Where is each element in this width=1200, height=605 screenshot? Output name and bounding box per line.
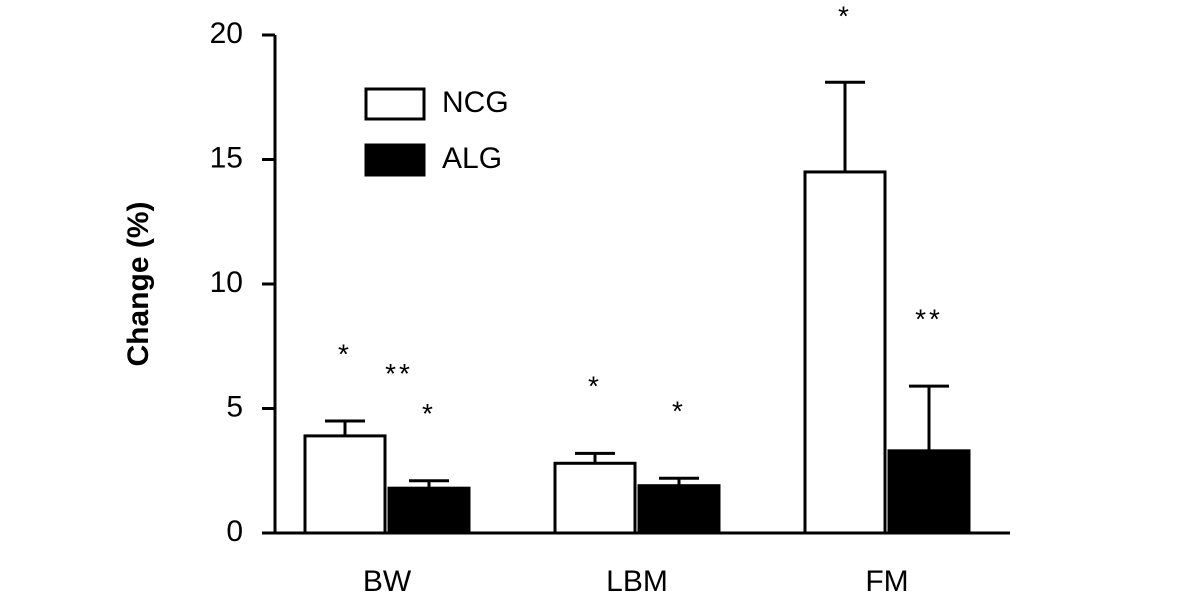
legend-label: NCG (442, 86, 509, 119)
x-tick-label: FM (865, 565, 908, 598)
significance-label: * (838, 0, 852, 31)
x-tick-label: BW (363, 565, 412, 598)
significance-label: * (588, 371, 602, 402)
y-tick-label: 0 (226, 515, 243, 548)
y-tick-label: 20 (210, 17, 243, 50)
bar (887, 449, 971, 535)
y-tick-label: 5 (226, 390, 243, 423)
bar (303, 434, 387, 535)
significance-label: * (422, 398, 436, 429)
bar (387, 486, 471, 535)
legend-swatch (364, 87, 426, 121)
bar (803, 170, 887, 535)
significance-label: * (672, 396, 686, 427)
significance-label: * (338, 338, 352, 369)
legend-label: ALG (442, 142, 502, 175)
y-axis-label: Change (%) (122, 202, 155, 367)
legend-swatch (364, 143, 426, 177)
y-tick-label: 15 (210, 141, 243, 174)
bar (637, 484, 721, 535)
x-tick-label: LBM (606, 565, 668, 598)
significance-label: ** (385, 358, 413, 389)
bar (553, 461, 637, 535)
significance-label: ** (915, 303, 943, 334)
y-tick-label: 10 (210, 266, 243, 299)
